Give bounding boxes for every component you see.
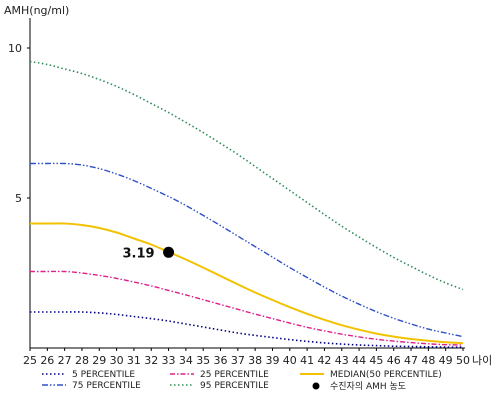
x-tick-label: 43 (335, 354, 349, 367)
x-tick-label: 42 (317, 354, 331, 367)
y-tick-label: 5 (15, 192, 22, 205)
x-tick-label: 41 (300, 354, 314, 367)
y-axis-title: AMH(ng/ml) (4, 4, 69, 17)
x-tick-label: 46 (387, 354, 401, 367)
legend-label-patient-amh: 수진자의 AMH 농도 (330, 381, 406, 392)
series-lines (29, 60, 464, 348)
series-line-95-percentile (29, 60, 464, 291)
legend-point-marker (312, 382, 320, 390)
x-tick-label: 36 (214, 354, 228, 367)
x-tick-label: 50 (456, 354, 470, 367)
legend-label: 5 PERCENTILE (72, 370, 135, 380)
legend-label: 75 PERCENTILE (72, 381, 141, 391)
x-tick-label: 45 (369, 354, 383, 367)
x-tick-label: 38 (248, 354, 262, 367)
x-tick-label: 29 (92, 354, 106, 367)
x-tick-label: 27 (58, 354, 72, 367)
series-line-75-percentile (30, 162, 464, 338)
x-tick-label: 37 (231, 354, 245, 367)
x-tick-label: 34 (179, 354, 193, 367)
x-tick-label: 48 (421, 354, 435, 367)
legend: 5 PERCENTILE 25 PERCENTILE MEDIAN(50 PERCE… (42, 370, 442, 392)
x-tick-label: 39 (265, 354, 279, 367)
x-tick-label: 40 (283, 354, 297, 367)
x-axis-title: 나이 (472, 354, 492, 367)
legend-label: MEDIAN(50 PERCENTILE) (330, 370, 442, 380)
series-line-5-percentile (29, 311, 464, 348)
x-tick-label: 26 (40, 354, 54, 367)
legend-label: 95 PERCENTILE (200, 381, 269, 391)
legend-label: 25 PERCENTILE (200, 370, 269, 380)
patient-amh-point (163, 246, 175, 258)
highlight-point-group: 3.19 (122, 246, 175, 261)
series-line-25-percentile (29, 270, 464, 346)
x-tick-label: 44 (352, 354, 366, 367)
x-tick-label: 47 (404, 354, 418, 367)
x-tick-label: 28 (75, 354, 89, 367)
axes: AMH(ng/ml) 나이 (4, 4, 492, 367)
x-tick-label: 49 (439, 354, 453, 367)
x-tick-label: 33 (162, 354, 176, 367)
x-tick-label: 32 (144, 354, 158, 367)
ticks: 25 26 27 28 29 30 31 32 33 34 35 36 37 38 39 40 41 42 43 44… (8, 42, 470, 367)
x-tick-label: 35 (196, 354, 210, 367)
x-tick-label: 25 (23, 354, 37, 367)
x-tick-label: 30 (110, 354, 124, 367)
series-line-median-50-percentile (30, 222, 464, 345)
x-tick-label: 31 (127, 354, 141, 367)
patient-amh-value-label: 3.19 (122, 246, 154, 261)
y-tick-label: 10 (8, 42, 22, 55)
